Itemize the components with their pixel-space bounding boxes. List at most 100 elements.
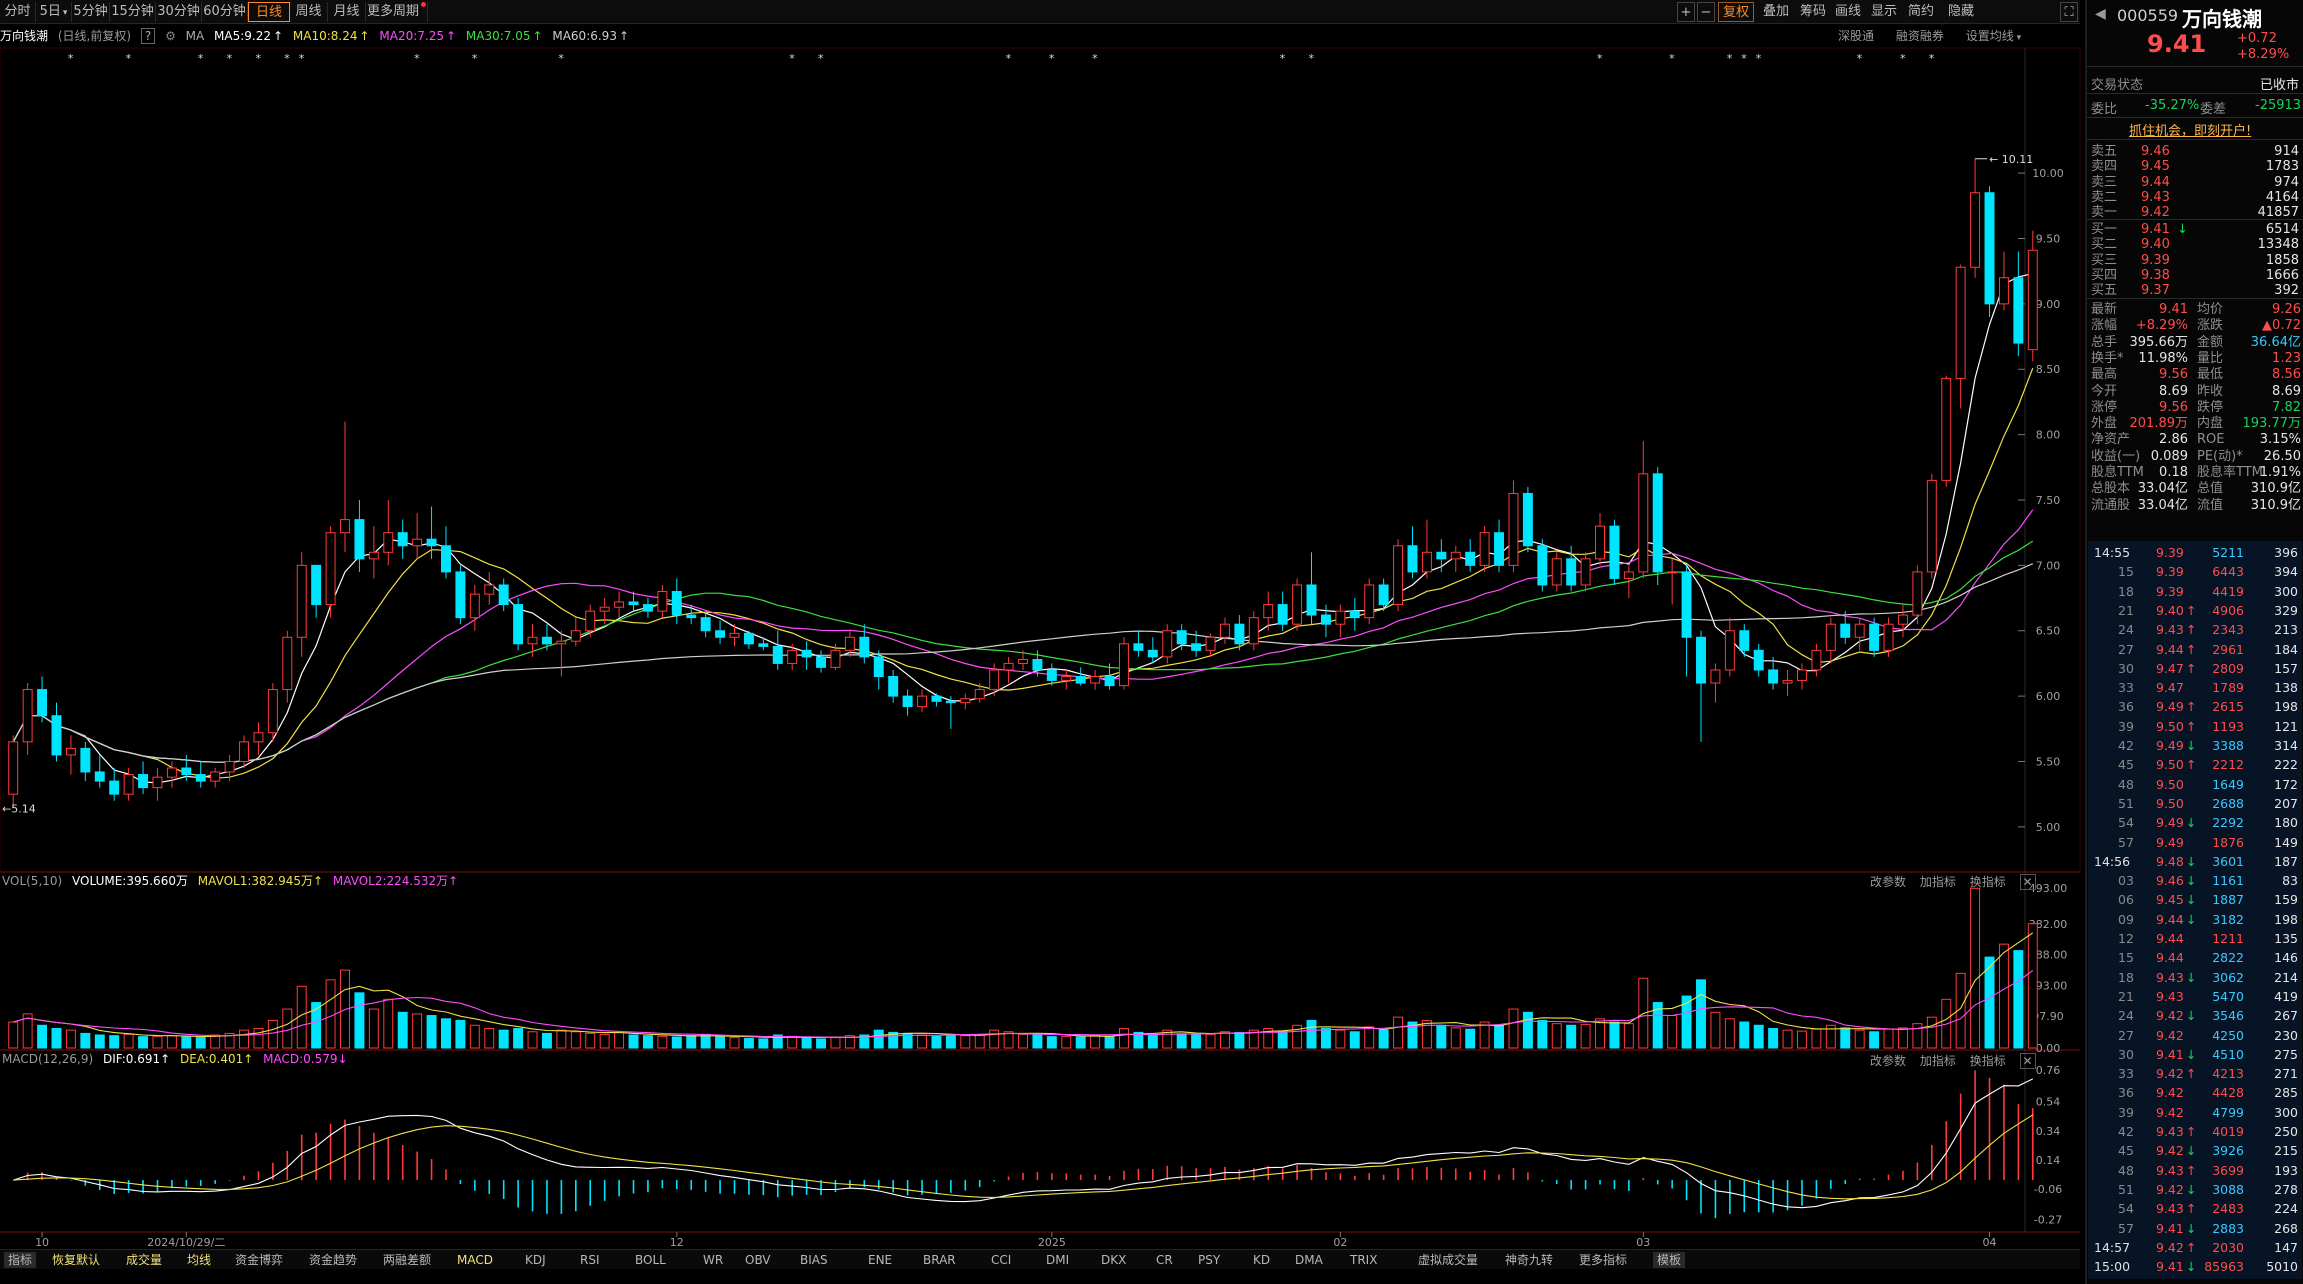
indicator-tab-24[interactable]: 虚拟成交量 <box>1418 1253 1479 1267</box>
indicator-tab-26[interactable]: 更多指标 <box>1579 1253 1628 1267</box>
period-4-button[interactable]: 30分钟 <box>156 2 202 22</box>
tick-time: 39 <box>2118 1104 2134 1120</box>
stat-label-2: PE(动)* <box>2197 448 2243 464</box>
period-2-button[interactable]: 5分钟 <box>72 2 110 22</box>
indicator-tab-4[interactable]: 资金博弈 <box>235 1253 284 1267</box>
macd-close-button[interactable]: ✕ <box>2019 1053 2036 1069</box>
tool-7-button[interactable]: 简约 <box>1907 4 1934 19</box>
indicator-tab-14[interactable]: ENE <box>868 1253 893 1267</box>
period-5-button[interactable]: 60分钟 <box>202 2 248 22</box>
fullscreen-icon[interactable]: ⛶ <box>2060 2 2078 22</box>
candle-body <box>325 532 336 606</box>
indicator-tab-9[interactable]: RSI <box>580 1253 600 1267</box>
ask-level-3[interactable]: 卖三 9.44 974 <box>2089 174 2303 191</box>
vol-swap-button[interactable]: 换指标 <box>1969 875 2006 889</box>
bid-level-1[interactable]: 买一 9.41 ↓ 6514 <box>2089 221 2303 238</box>
candle-body <box>917 695 927 708</box>
event-star: * <box>1727 52 1733 65</box>
ask-level-1[interactable]: 卖五 9.46 914 <box>2089 143 2303 160</box>
kline-chart[interactable]: 10.00 9.50 9.00 8.50 8.00 7.50 7.00 6.50 6.00 5.5… <box>0 0 2082 1249</box>
volume-bar <box>1046 1036 1057 1049</box>
ma-settings-button[interactable]: 设置均线 <box>1965 29 2014 43</box>
ask-level-4[interactable]: 卖二 9.43 4164 <box>2089 189 2303 206</box>
bid-level-2[interactable]: 买二 9.40 13348 <box>2089 236 2303 253</box>
ask-level-2[interactable]: 卖四 9.45 1783 <box>2089 158 2303 175</box>
tool-5-button[interactable]: 画线 <box>1834 4 1861 19</box>
indicator-tab-25[interactable]: 神奇九转 <box>1505 1253 1554 1267</box>
indicator-tab-13[interactable]: BIAS <box>800 1253 828 1267</box>
volume-bar <box>974 1034 985 1049</box>
indicator-tab-10[interactable]: BOLL <box>635 1253 666 1267</box>
indicator-tab-17[interactable]: DMI <box>1046 1253 1070 1267</box>
indicator-tab-11[interactable]: WR <box>703 1253 724 1267</box>
period-0-button[interactable]: 分时 <box>0 2 36 22</box>
indicator-tab-5[interactable]: 资金趋势 <box>309 1253 358 1267</box>
tick-row: 14:55 9.39 5211 396 <box>2088 545 2302 561</box>
indicator-tab-23[interactable]: TRIX <box>1350 1253 1378 1267</box>
candle-body <box>37 689 48 717</box>
ask-level-5[interactable]: 卖一 9.42 41857 <box>2089 204 2303 221</box>
tool-0-button[interactable]: + <box>1677 2 1695 22</box>
gear-icon[interactable]: ⚙ <box>165 29 176 43</box>
prev-stock-icon[interactable]: ◀ <box>2095 6 2106 22</box>
volume-bar <box>570 1031 581 1049</box>
volume-bar <box>1119 1028 1129 1049</box>
vol-tune-button[interactable]: 改参数 <box>1870 875 1907 889</box>
stat-value: 8.69 <box>2159 383 2188 399</box>
indicator-tab-3[interactable]: 均线 <box>187 1253 212 1267</box>
margin-trading-link[interactable]: 融资融券 <box>1895 29 1944 43</box>
volume-bar <box>152 1035 163 1049</box>
hk-connect-link[interactable]: 深股通 <box>1838 29 1875 43</box>
period-8-button[interactable]: 月线 <box>328 2 366 22</box>
vol-close-button[interactable]: ✕ <box>2019 874 2036 890</box>
tick-list[interactable]: 14:55 9.39 5211 396 15 9.39 6443 394 18 9.39 4419 3… <box>2088 541 2302 1279</box>
tick-row: 03 9.46 ↓ 1161 83 <box>2088 873 2302 889</box>
tick-time: 15:00 <box>2094 1259 2131 1275</box>
indicator-tab-27[interactable]: 模板 <box>1653 1252 1686 1268</box>
indicator-tab-21[interactable]: KD <box>1253 1253 1271 1267</box>
macd-swap-button[interactable]: 换指标 <box>1969 1054 2006 1068</box>
period-1-button[interactable]: 5日 ▾ <box>36 2 72 22</box>
indicator-tab-1[interactable]: 恢复默认 <box>52 1253 101 1267</box>
tool-6-button[interactable]: 显示 <box>1870 4 1897 19</box>
indicator-tab-2[interactable]: 成交量 <box>126 1253 163 1267</box>
help-icon[interactable]: ? <box>140 28 156 44</box>
macd-tune-button[interactable]: 改参数 <box>1870 1054 1907 1068</box>
tick-count: 135 <box>2274 931 2298 946</box>
volume-bar <box>1696 979 1706 1049</box>
tick-count: 419 <box>2274 988 2298 1004</box>
period-6-button[interactable]: 日线 <box>248 2 290 22</box>
indicator-tab-15[interactable]: BRAR <box>923 1253 956 1267</box>
bid-level-4[interactable]: 买四 9.38 1666 <box>2089 267 2303 284</box>
indicator-tab-0[interactable]: 指标 <box>4 1252 37 1268</box>
tool-4-button[interactable]: 筹码 <box>1799 4 1826 19</box>
bid-level-3[interactable]: 买三 9.39 1858 <box>2089 252 2303 269</box>
indicator-tab-18[interactable]: DKX <box>1101 1253 1127 1267</box>
period-3-button[interactable]: 15分钟 <box>110 2 156 22</box>
tick-time: 14:57 <box>2094 1239 2131 1255</box>
indicator-tab-7[interactable]: MACD <box>457 1253 493 1267</box>
bid-level-5[interactable]: 买五 9.37 392 <box>2089 282 2303 299</box>
indicator-tab-6[interactable]: 两融差额 <box>383 1253 432 1267</box>
open-account-link[interactable]: 抓住机会，即刻开户! <box>2129 124 2252 139</box>
macd-add-button[interactable]: 加指标 <box>1919 1054 1956 1068</box>
tool-8-button[interactable]: 隐藏 <box>1947 4 1974 19</box>
indicator-tab-8[interactable]: KDJ <box>525 1253 546 1267</box>
tick-row: 54 9.49 ↓ 2292 180 <box>2088 815 2302 831</box>
tool-3-button[interactable]: 叠加 <box>1762 4 1789 19</box>
tool-2-button[interactable]: 复权 <box>1718 2 1754 22</box>
vol-add-button[interactable]: 加指标 <box>1919 875 1956 889</box>
period-7-button[interactable]: 周线 <box>290 2 328 22</box>
stat-value: 9.56 <box>2159 399 2188 415</box>
candle-body <box>412 538 423 547</box>
indicator-tab-16[interactable]: CCI <box>991 1253 1012 1267</box>
indicator-tab-19[interactable]: CR <box>1156 1253 1173 1267</box>
price-tick-label: 5.50 <box>2036 755 2061 768</box>
indicator-tab-12[interactable]: OBV <box>745 1253 771 1267</box>
period-9-button[interactable]: 更多周期 <box>366 2 428 22</box>
candle-body <box>989 669 1000 691</box>
indicator-tab-22[interactable]: DMA <box>1295 1253 1323 1267</box>
indicator-tab-20[interactable]: PSY <box>1198 1253 1221 1267</box>
tool-1-button[interactable]: − <box>1697 2 1715 22</box>
candle-body <box>1883 623 1894 651</box>
